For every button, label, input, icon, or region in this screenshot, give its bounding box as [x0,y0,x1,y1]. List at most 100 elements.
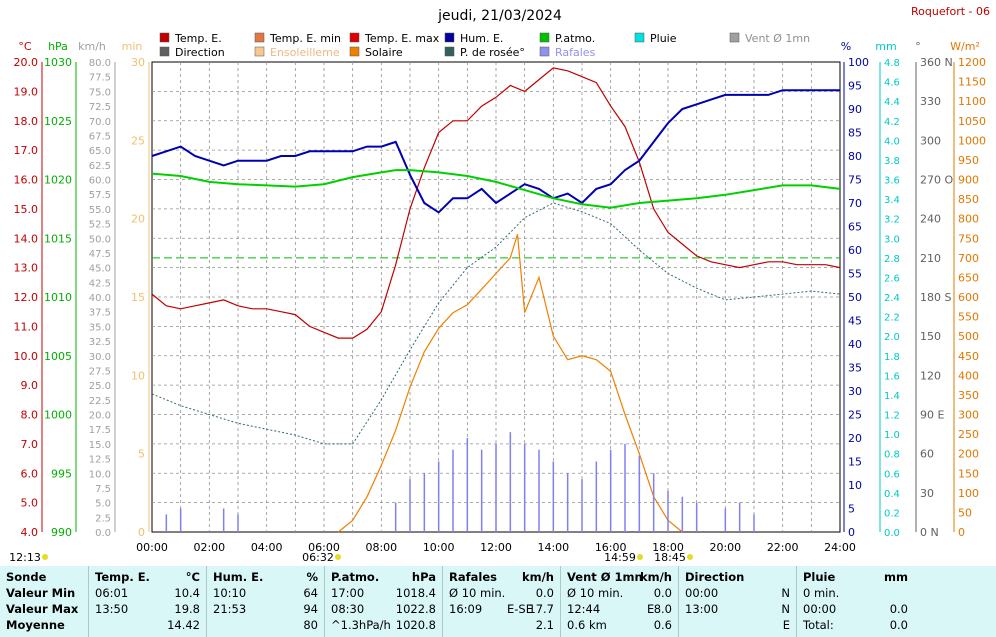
tick-label-dir: 60 [920,448,934,461]
series-line-solaire [337,234,683,533]
axis-unit-rain: mm [875,40,896,53]
legend-label: Temp. E. [174,32,222,45]
tick-label-hum: 90 [848,103,862,116]
stats-cell: 10.4 [174,586,200,600]
tick-label-rain: 4.4 [884,97,900,108]
stats-cell: 17:00 [331,586,365,600]
stats-cell: 0.0 [653,586,672,600]
tick-label-temp: 13.0 [14,262,39,275]
stats-cell: 80 [303,618,318,632]
tick-label-dir: 330 [920,95,941,108]
legend-swatch [444,46,455,57]
tick-label-wind: 30.0 [89,352,111,363]
sun-marker-icon [42,554,48,560]
axis-unit-hum: % [841,40,851,53]
tick-label-time: 14:00 [537,541,569,554]
stats-col-dir: Direction 00:00 N 13:00 N E [679,566,797,637]
stats-unit-press: hPa [411,570,436,584]
stats-col-sonde: Sonde Valeur Min Valeur Max Moyenne [0,566,89,637]
tick-label-press: 990 [51,526,72,539]
series-line-hum-e- [151,89,840,214]
tick-label-rain: 0.8 [884,450,900,461]
series-line-temp-e- [151,67,841,339]
stats-col-hum: Hum. E.% 10:10 64 21:53 94 80 [207,566,325,637]
tick-label-rad: 300 [958,409,979,422]
tick-label-hum: 35 [848,362,862,375]
tick-label-wind: 0.0 [95,528,111,539]
tick-label-wind: 5.0 [95,499,111,510]
tick-label-time: 16:00 [595,541,627,554]
tick-label-dir: 0 N [920,526,939,539]
tick-label-rad: 250 [958,428,979,441]
stats-cell: 13:50 [95,602,129,616]
tick-label-wind: 12.5 [89,455,111,466]
weather-chart: jeudi, 21/03/2024 Roquefort - 06 Temp. E… [9,5,990,564]
tick-label-dir: 300 [920,134,941,147]
stats-label-min: Valeur Min [6,586,76,600]
tick-label-wind: 22.5 [89,396,111,407]
sun-marker-moonrise: 12:13 [9,551,41,564]
stats-cell: N [781,586,790,600]
stats-header-dir: Direction [685,570,745,584]
tick-label-rain: 0.4 [884,489,900,500]
tick-label-sun: 5 [138,448,145,461]
tick-label-wind: 52.5 [89,220,111,231]
stats-cell: 17.7 [528,602,554,616]
tick-label-wind: 27.5 [89,366,111,377]
legend-swatch [539,32,550,43]
stats-unit-wind: km/h [639,570,672,584]
tick-label-hum: 95 [848,80,862,93]
tick-label-time: 22:00 [767,541,799,554]
stats-table: Sonde Valeur Min Valeur Max Moyenne Temp… [0,566,996,637]
tick-label-temp: 19.0 [14,85,39,98]
tick-label-time: 04:00 [251,541,283,554]
stats-unit-gust: km/h [521,570,554,584]
tick-label-wind: 42.5 [89,278,111,289]
tick-label-wind: 45.0 [89,264,111,275]
tick-label-time: 02:00 [193,541,225,554]
chart-title: jeudi, 21/03/2024 [437,8,562,24]
stats-unit-hum: % [306,570,318,584]
stats-col-gust: Rafales km/h Ø 10 min. 0.0 16:09 E-SE 17.7 2… [443,566,561,637]
tick-label-wind: 72.5 [89,102,111,113]
tick-label-hum: 80 [848,150,862,163]
tick-label-sun: 0 [138,526,145,539]
tick-label-rain: 1.4 [884,391,900,402]
tick-label-hum: 0 [848,526,855,539]
tick-label-hum: 100 [848,56,869,69]
tick-label-press: 1010 [44,291,72,304]
station-name: Roquefort - 06 [911,5,990,18]
stats-cell: 19.8 [174,602,200,616]
stats-cell: 13:00 [685,602,719,616]
tick-label-time: 08:00 [365,541,397,554]
tick-label-wind: 20.0 [89,411,111,422]
stats-cell: 1018.4 [395,586,436,600]
tick-label-rain: 4.6 [884,78,900,89]
tick-label-dir: 270 O [920,174,953,187]
stats-cell: E [782,618,790,632]
tick-label-dir: 240 [920,213,941,226]
tick-label-hum: 45 [848,315,862,328]
tick-label-temp: 17.0 [14,144,39,157]
stats-cell: 0 min. [803,586,840,600]
tick-label-hum: 25 [848,409,862,422]
tick-label-rain: 3.0 [884,234,900,245]
tick-label-wind: 55.0 [89,205,111,216]
stats-cell: E [647,602,655,616]
tick-label-hum: 15 [848,456,862,469]
tick-label-rain: 0.2 [884,508,900,519]
legend-swatch [254,32,265,43]
legend-swatch [254,46,265,57]
stats-cell: N [781,602,790,616]
legend-label: Rafales [555,46,596,59]
stats-cell: 0.0 [535,586,554,600]
legend-label: Hum. E. [460,32,503,45]
tick-label-temp: 8.0 [21,409,39,422]
legend-label: Solaire [365,46,403,59]
legend-swatch [634,32,645,43]
legend-label: Pluie [650,32,677,45]
tick-label-rain: 1.0 [884,430,900,441]
tick-label-temp: 16.0 [14,174,39,187]
sun-marker-icon [335,554,341,560]
tick-label-rain: 3.4 [884,195,900,206]
